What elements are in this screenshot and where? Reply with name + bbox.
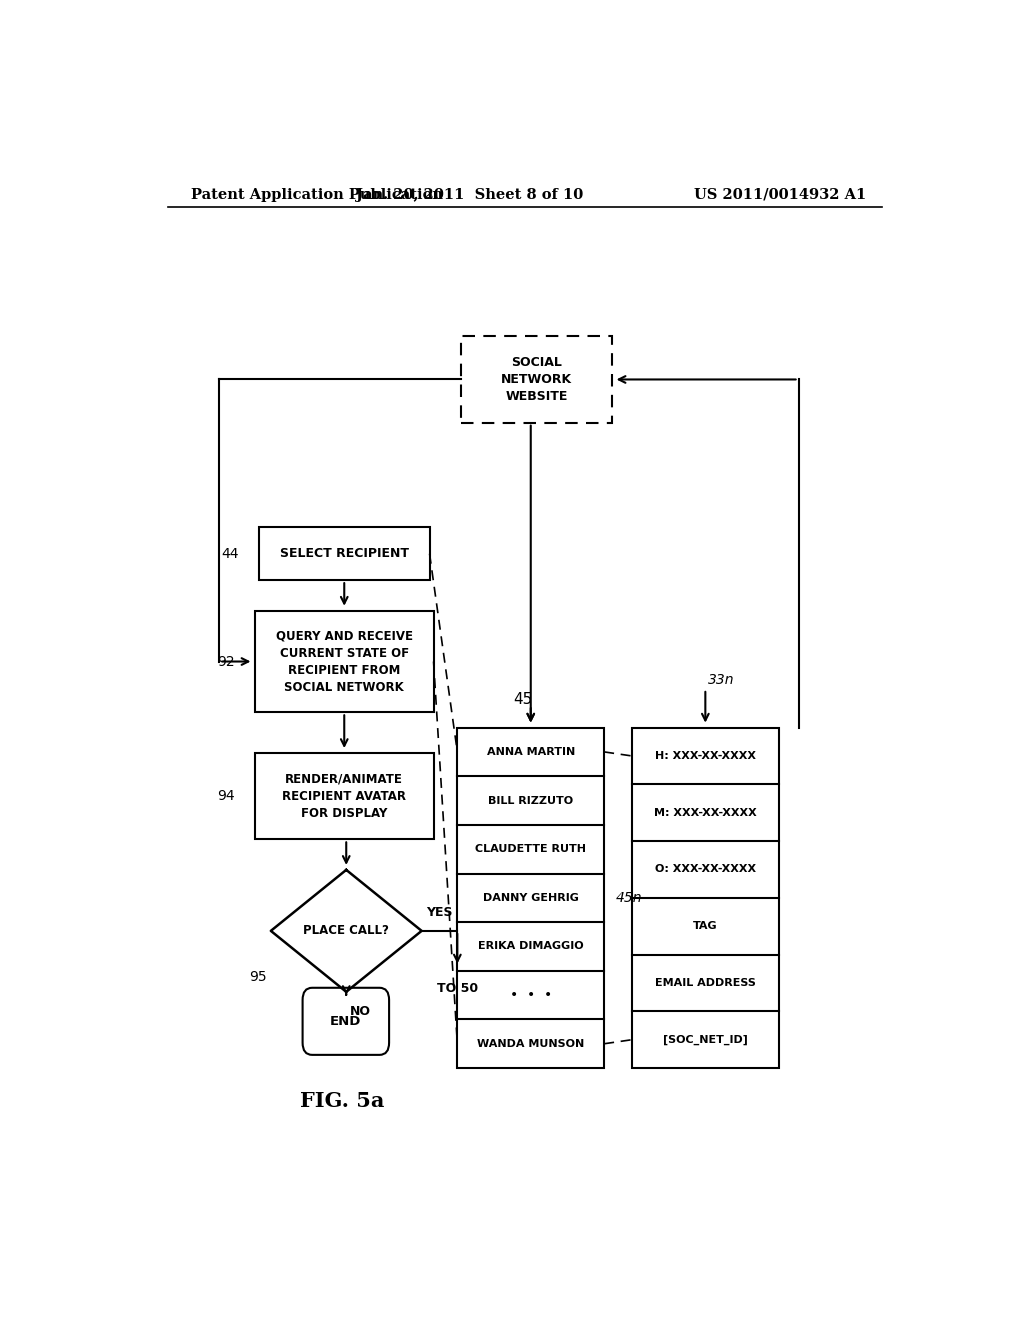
Text: 92: 92 — [217, 655, 236, 668]
Text: CLAUDETTE RUTH: CLAUDETTE RUTH — [475, 845, 587, 854]
FancyBboxPatch shape — [259, 528, 430, 581]
Text: 44: 44 — [221, 546, 240, 561]
Text: US 2011/0014932 A1: US 2011/0014932 A1 — [694, 187, 866, 202]
Text: TAG: TAG — [693, 921, 718, 931]
Text: DANNY GEHRIG: DANNY GEHRIG — [482, 892, 579, 903]
Text: ANNA MARTIN: ANNA MARTIN — [486, 747, 574, 756]
Text: O: XXX-XX-XXXX: O: XXX-XX-XXXX — [654, 865, 756, 874]
Text: SELECT RECIPIENT: SELECT RECIPIENT — [280, 548, 409, 560]
Text: 94: 94 — [217, 789, 236, 803]
Text: BILL RIZZUTO: BILL RIZZUTO — [488, 796, 573, 805]
Text: Jan. 20, 2011  Sheet 8 of 10: Jan. 20, 2011 Sheet 8 of 10 — [355, 187, 583, 202]
Text: WANDA MUNSON: WANDA MUNSON — [477, 1039, 585, 1049]
Text: RENDER/ANIMATE
RECIPIENT AVATAR
FOR DISPLAY: RENDER/ANIMATE RECIPIENT AVATAR FOR DISP… — [283, 772, 407, 820]
FancyBboxPatch shape — [255, 611, 433, 713]
Text: EMAIL ADDRESS: EMAIL ADDRESS — [655, 978, 756, 987]
Text: •  •  •: • • • — [510, 989, 552, 1002]
Text: [SOC_NET_ID]: [SOC_NET_ID] — [663, 1035, 748, 1045]
Text: 45: 45 — [513, 692, 532, 706]
Text: QUERY AND RECEIVE
CURRENT STATE OF
RECIPIENT FROM
SOCIAL NETWORK: QUERY AND RECEIVE CURRENT STATE OF RECIP… — [275, 630, 413, 693]
Text: SOCIAL
NETWORK
WEBSITE: SOCIAL NETWORK WEBSITE — [501, 356, 572, 403]
Text: ERIKA DIMAGGIO: ERIKA DIMAGGIO — [478, 941, 584, 952]
Text: M: XXX-XX-XXXX: M: XXX-XX-XXXX — [654, 808, 757, 817]
FancyBboxPatch shape — [461, 337, 612, 422]
Text: TO 50: TO 50 — [437, 982, 478, 995]
Text: 45n: 45n — [616, 891, 643, 904]
Text: H: XXX-XX-XXXX: H: XXX-XX-XXXX — [654, 751, 756, 760]
Text: 33n: 33n — [708, 673, 734, 686]
Text: END: END — [330, 1015, 361, 1028]
Text: 95: 95 — [249, 970, 267, 983]
FancyBboxPatch shape — [632, 727, 779, 1068]
Text: NO: NO — [350, 1005, 372, 1018]
FancyBboxPatch shape — [303, 987, 389, 1055]
FancyBboxPatch shape — [255, 752, 433, 840]
Text: YES: YES — [426, 906, 453, 919]
Text: Patent Application Publication: Patent Application Publication — [191, 187, 443, 202]
Text: PLACE CALL?: PLACE CALL? — [303, 924, 389, 937]
Text: FIG. 5a: FIG. 5a — [300, 1090, 384, 1110]
FancyBboxPatch shape — [458, 727, 604, 1068]
